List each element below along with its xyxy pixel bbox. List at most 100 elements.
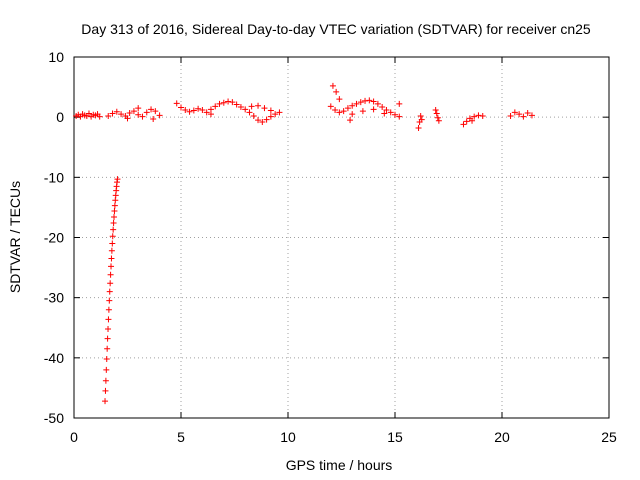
data-point [349,102,356,109]
y-tick-label: -20 [44,230,64,246]
data-point [203,109,210,116]
data-point [516,111,523,118]
data-point [396,113,403,120]
data-point [103,366,110,373]
data-point [106,288,113,295]
data-point [259,118,266,125]
y-tick-label: 10 [48,49,64,65]
data-point [199,106,206,113]
data-point [336,96,343,103]
data-point [109,110,116,117]
data-point [263,116,270,123]
data-point [178,104,184,111]
data-point [109,240,116,247]
data-point [267,113,274,120]
data-point [434,114,441,121]
data-point [207,106,214,113]
data-point [114,176,121,183]
data-point [255,117,262,124]
data-point [432,106,439,113]
data-point [417,112,424,119]
x-tick-label: 15 [387,429,403,445]
data-point [124,115,131,122]
data-point [85,110,92,117]
data-point [359,108,366,115]
data-point [471,113,478,120]
y-tick-label: -10 [44,169,64,185]
data-point [143,109,150,116]
data-point [110,226,117,233]
data-point [332,106,339,113]
y-tick-label: -30 [44,290,64,306]
x-tick-label: 10 [280,429,296,445]
data-point [109,233,116,240]
data-point [225,98,232,105]
data-point [255,102,262,109]
data-point [190,107,197,114]
data-point [102,377,109,384]
data-point [173,100,180,107]
data-point [276,109,283,116]
data-point [340,108,347,115]
data-point [139,113,146,120]
data-point [370,106,377,113]
data-point [104,345,111,352]
data-point [383,106,390,113]
data-point [415,124,422,131]
data-point [460,121,467,128]
data-point [130,108,137,115]
data-point [524,109,531,116]
data-point [396,100,403,107]
data-point [272,111,279,118]
data-point [261,105,268,112]
data-point [113,108,120,115]
data-point [105,325,112,332]
chart-title: Day 313 of 2016, Sidereal Day-to-day VTE… [81,21,591,37]
data-point [333,88,340,95]
data-point [182,106,189,113]
data-point [110,220,117,227]
data-point [195,105,202,112]
data-point [349,111,356,118]
data-point [366,97,373,104]
data-point [267,107,274,114]
data-point [248,103,255,110]
x-tick-label: 20 [494,429,510,445]
data-point [148,106,155,113]
data-point [392,111,398,118]
data-point [135,105,142,112]
data-point [344,105,351,112]
data-point [237,103,244,110]
data-point [250,112,257,119]
data-point [103,356,110,363]
data-point [111,214,118,221]
data-point [105,112,112,119]
data-point [229,99,236,106]
data-point [126,109,133,116]
y-tick-label: -50 [44,410,64,426]
data-point [520,113,527,120]
data-point [105,316,112,323]
data-point [435,117,442,124]
data-point [336,109,343,116]
data-point [246,109,253,116]
data-point [233,101,240,108]
y-tick-label: 0 [56,109,64,125]
x-tick-label: 5 [177,429,185,445]
x-tick-label: 25 [601,429,617,445]
data-point [105,306,112,313]
data-point [220,99,227,106]
data-point [107,280,114,287]
y-axis-label: SDTVAR / TECUs [7,181,23,293]
data-point [511,109,518,116]
data-point [108,255,115,262]
data-point [387,109,394,116]
data-point [329,82,336,89]
data-point [102,398,109,405]
data-point [111,208,118,215]
data-point [347,117,354,124]
data-point [111,202,118,209]
data-point [463,118,470,125]
data-point [327,103,334,110]
